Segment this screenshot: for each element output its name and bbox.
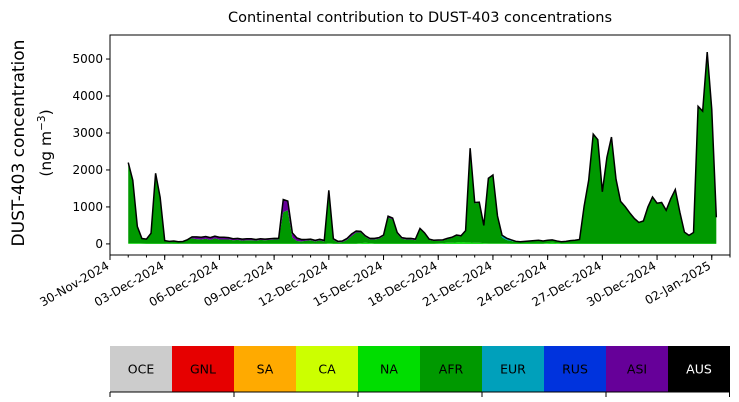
legend-label-gnl: GNL (190, 362, 216, 377)
legend-label-sa: SA (257, 362, 274, 377)
legend-swatch-afr (420, 346, 482, 392)
legend-swatch-aus (668, 346, 730, 392)
y-axis-label-unit-close: ) (37, 109, 55, 115)
legend-swatch-sa (234, 346, 296, 392)
y-tick-label: 1000 (72, 200, 103, 214)
area-na (128, 242, 717, 244)
legend-swatch-asi (606, 346, 668, 392)
legend-label-oce: OCE (128, 362, 155, 377)
legend-swatch-ca (296, 346, 358, 392)
y-axis-label-unit: (ng m (37, 131, 55, 177)
total-concentration-line (127, 51, 718, 243)
y-axis-label: DUST-403 concentration (ng m−3) (9, 40, 55, 247)
chart-title: Continental contribution to DUST-403 con… (228, 10, 612, 26)
legend-swatch-eur (482, 346, 544, 392)
legend-label-rus: RUS (562, 362, 588, 377)
legend-label-aus: AUS (686, 362, 712, 377)
svg-text:DUST-403 concentration: DUST-403 concentration (9, 40, 29, 247)
legend-swatch-oce (110, 346, 172, 392)
y-axis-label-line1: DUST-403 concentration (9, 40, 29, 247)
y-tick-label: 0 (95, 237, 103, 251)
legend-swatch-gnl (172, 346, 234, 392)
plot-area: 01000200030004000500030-Nov-202403-Dec-2… (37, 34, 731, 309)
area-afr (128, 52, 717, 244)
legend-label-ca: CA (318, 362, 336, 377)
y-axis-label-unit-exponent: −3 (36, 115, 48, 130)
legend-label-asi: ASI (627, 362, 647, 377)
svg-text:(ng m−3): (ng m−3) (36, 109, 55, 176)
legend-label-eur: EUR (500, 362, 526, 377)
y-tick-label: 4000 (72, 89, 103, 103)
legend: OCE GNL SA CA NA AFR EUR RUS ASI AUS (109, 346, 730, 397)
y-tick-label: 3000 (72, 126, 103, 140)
legend-swatch-rus (544, 346, 606, 392)
legend-label-na: NA (380, 362, 398, 377)
legend-swatch-na (358, 346, 420, 392)
y-tick-label: 5000 (72, 52, 103, 66)
legend-label-afr: AFR (439, 362, 464, 377)
y-tick-label: 2000 (72, 163, 103, 177)
